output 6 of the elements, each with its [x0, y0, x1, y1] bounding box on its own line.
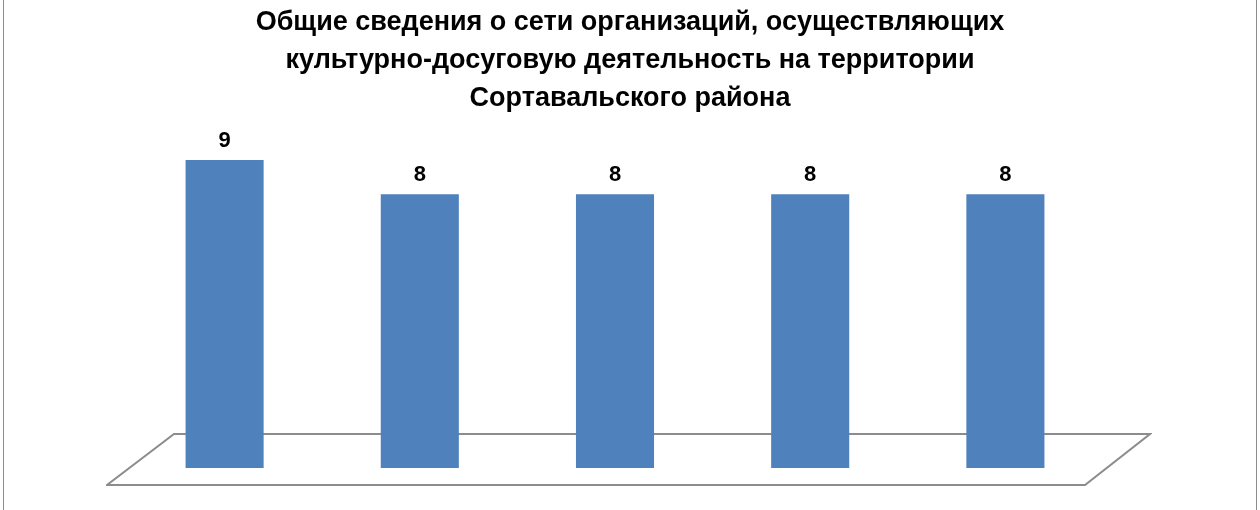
data-label: 9 — [218, 127, 231, 153]
data-label: 8 — [999, 161, 1012, 187]
data-label: 8 — [608, 161, 622, 187]
chart-title: Общие сведения о сети организаций, осуществляющих культурно-досуговую деятельность на территории Сортавальского района — [254, 5, 1006, 114]
data-label: 8 — [413, 161, 426, 187]
data-label: 8 — [804, 161, 817, 187]
